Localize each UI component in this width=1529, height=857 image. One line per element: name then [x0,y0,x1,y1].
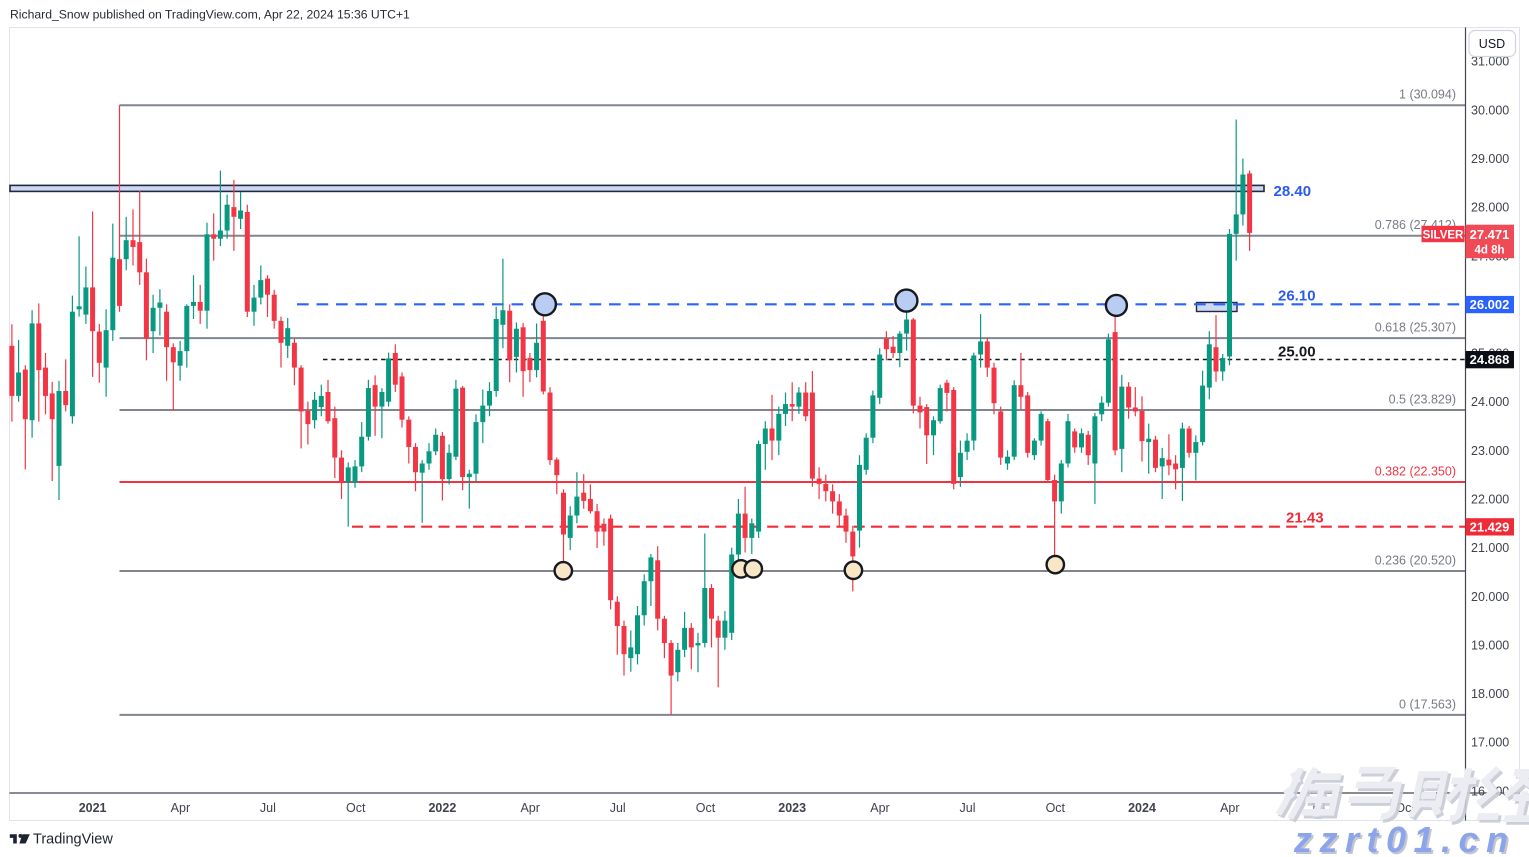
svg-text:USD: USD [1479,37,1505,51]
svg-text:31.000: 31.000 [1471,55,1509,69]
svg-text:4d 8h: 4d 8h [1474,245,1504,257]
svg-text:Jul: Jul [610,801,626,815]
svg-text:28.40: 28.40 [1274,183,1312,200]
svg-text:25.00: 25.00 [1278,344,1316,361]
svg-text:2022: 2022 [428,801,456,815]
svg-text:Apr: Apr [1220,801,1239,815]
svg-text:Jul: Jul [960,801,976,815]
svg-text:Richard_Snow published on Trad: Richard_Snow published on TradingView.co… [10,8,410,22]
svg-text:29.000: 29.000 [1471,152,1509,166]
svg-text:zzrt01.cn: zzrt01.cn [1293,819,1516,857]
svg-text:21.429: 21.429 [1470,519,1510,534]
svg-text:Apr: Apr [520,801,539,815]
svg-text:18.000: 18.000 [1471,687,1509,701]
svg-text:22.000: 22.000 [1471,493,1509,507]
svg-text:Oct: Oct [696,801,716,815]
svg-text:20.000: 20.000 [1471,590,1509,604]
svg-text:26.10: 26.10 [1278,288,1316,305]
svg-text:21.000: 21.000 [1471,541,1509,555]
svg-text:23.000: 23.000 [1471,444,1509,458]
svg-text:30.000: 30.000 [1471,103,1509,117]
svg-text:0 (17.563): 0 (17.563) [1399,697,1456,711]
svg-text:17.000: 17.000 [1471,736,1509,750]
svg-text:26.002: 26.002 [1470,297,1510,312]
svg-text:21.43: 21.43 [1286,510,1324,527]
svg-text:zzrt01.cn: zzrt01.cn [1295,821,1518,857]
svg-text:0.382 (22.350): 0.382 (22.350) [1375,465,1456,479]
svg-text:2024: 2024 [1128,801,1156,815]
svg-text:Oct: Oct [1046,801,1066,815]
svg-text:Oct: Oct [346,801,366,815]
svg-text:Apr: Apr [870,801,889,815]
svg-text:TradingView: TradingView [33,832,113,848]
svg-text:24.868: 24.868 [1470,352,1510,367]
svg-text:0.236 (20.520): 0.236 (20.520) [1375,554,1456,568]
svg-text:19.000: 19.000 [1471,638,1509,652]
svg-text:24.000: 24.000 [1471,395,1509,409]
svg-text:SILVER: SILVER [1423,229,1464,241]
svg-text:27.471: 27.471 [1470,227,1510,242]
svg-text:2021: 2021 [79,801,107,815]
svg-text:0.5 (23.829): 0.5 (23.829) [1389,393,1456,407]
svg-text:Apr: Apr [171,801,190,815]
svg-text:Jul: Jul [260,801,276,815]
svg-text:1 (30.094): 1 (30.094) [1399,88,1456,102]
svg-text:0.618 (25.307): 0.618 (25.307) [1375,321,1456,335]
svg-text:2023: 2023 [778,801,806,815]
svg-text:28.000: 28.000 [1471,201,1509,215]
